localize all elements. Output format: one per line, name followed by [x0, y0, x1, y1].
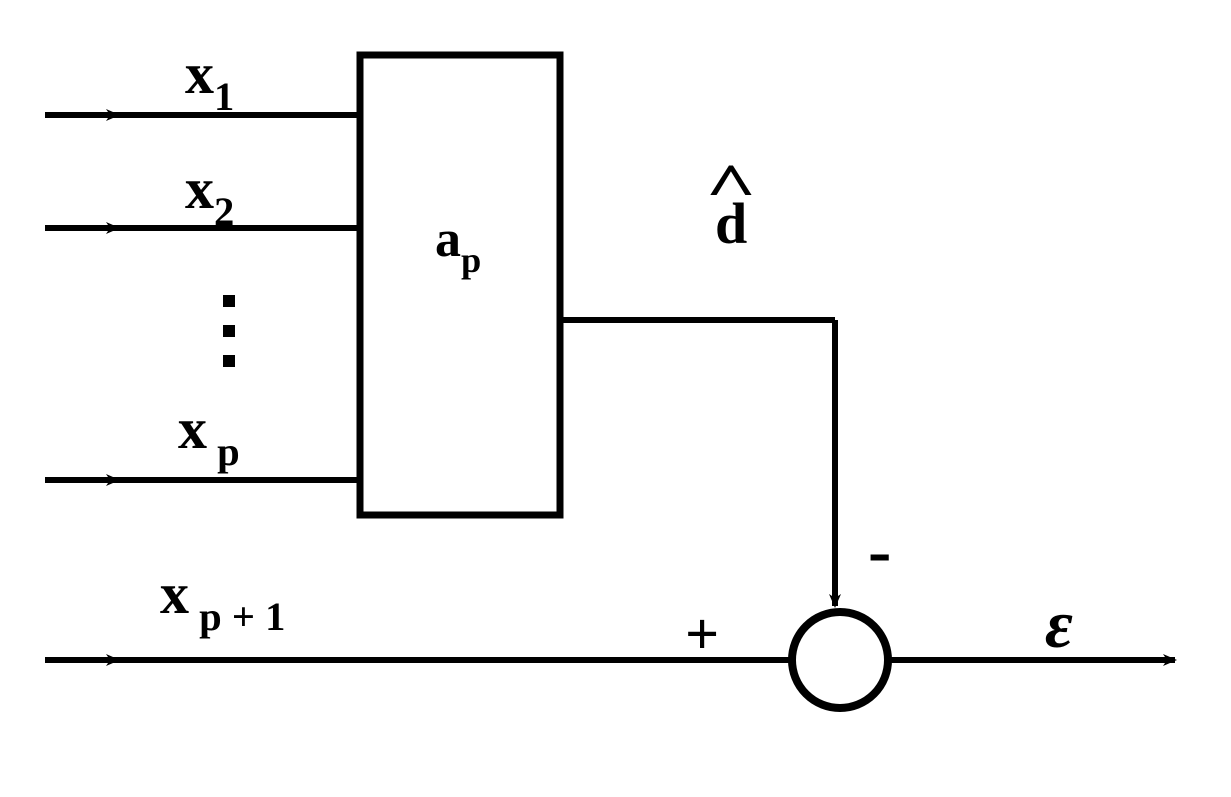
predictor-block-diagram: x1 x2 x p x p + 1 ap d + - ε	[0, 0, 1231, 792]
dhat-path	[560, 320, 835, 606]
label-xp: x p	[178, 395, 240, 471]
label-ap: ap	[435, 210, 481, 276]
label-x1: x1	[185, 40, 234, 116]
ellipsis-dots	[223, 295, 235, 367]
label-epsilon: ε	[1045, 585, 1073, 664]
label-dhat: d	[715, 190, 747, 257]
input-arrows	[45, 115, 792, 660]
label-minus: -	[868, 512, 891, 592]
summing-junction	[792, 612, 888, 708]
label-x2: x2	[185, 155, 234, 231]
filter-block	[360, 55, 560, 515]
label-xp1: x p + 1	[160, 560, 285, 636]
label-plus: +	[685, 600, 719, 669]
